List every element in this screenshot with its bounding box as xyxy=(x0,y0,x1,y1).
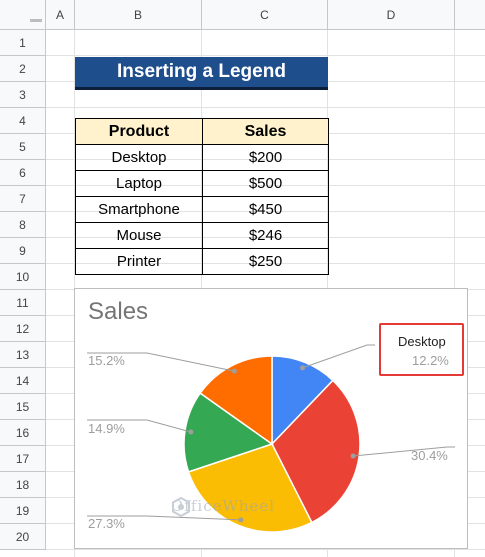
row-header[interactable]: 7 xyxy=(0,186,46,212)
sales-cell[interactable]: $200 xyxy=(202,144,329,171)
grid-line xyxy=(46,107,485,108)
column-header-e[interactable] xyxy=(455,0,485,30)
chart-title: Sales xyxy=(88,298,149,325)
header-product[interactable]: Product xyxy=(75,118,203,145)
product-cell[interactable]: Desktop xyxy=(75,144,203,171)
watermark-text: OfficeWheel xyxy=(171,497,276,515)
sales-cell[interactable]: $246 xyxy=(202,222,329,249)
row-header[interactable]: 2 xyxy=(0,56,46,82)
product-cell[interactable]: Mouse xyxy=(75,222,203,249)
header-sales[interactable]: Sales xyxy=(202,118,329,145)
pie-slice-mouse[interactable] xyxy=(183,392,274,473)
row-header[interactable]: 10 xyxy=(0,264,46,290)
watermark: OfficeWheel xyxy=(171,497,276,517)
pie-chart-svg xyxy=(87,344,455,533)
row-header[interactable]: 12 xyxy=(0,316,46,342)
sales-cell[interactable]: $250 xyxy=(202,248,329,275)
row-header[interactable]: 19 xyxy=(0,498,46,524)
product-cell[interactable]: Printer xyxy=(75,248,203,275)
row-header[interactable]: 16 xyxy=(0,420,46,446)
leader-line xyxy=(87,352,235,372)
leader-line xyxy=(87,515,241,521)
sales-table: Product Sales Desktop $200 Laptop $500 Sma… xyxy=(75,118,329,275)
corner-icon xyxy=(30,19,42,26)
column-header-d[interactable]: D xyxy=(328,0,455,30)
select-all-corner[interactable] xyxy=(0,0,46,30)
sales-cell[interactable]: $500 xyxy=(202,170,329,197)
leader-dot xyxy=(188,429,194,435)
slice-label-mouse: 14.9% xyxy=(88,421,125,436)
leader-line xyxy=(87,419,192,433)
row-header[interactable]: 11 xyxy=(0,290,46,316)
slice-label-laptop: 30.4% xyxy=(411,448,448,463)
sales-cell[interactable]: $450 xyxy=(202,196,329,223)
table-row: Printer $250 xyxy=(75,248,329,275)
leader-dot xyxy=(231,368,237,374)
row-header[interactable]: 6 xyxy=(0,160,46,186)
pie-slice-printer[interactable] xyxy=(199,355,273,446)
product-cell[interactable]: Smartphone xyxy=(75,196,203,223)
pie-slice-smartphone[interactable] xyxy=(187,443,313,533)
table-row: Mouse $246 xyxy=(75,222,329,249)
grid-line xyxy=(46,549,485,550)
leader-line xyxy=(353,446,455,457)
legend-highlight-box xyxy=(379,323,464,376)
row-header[interactable]: 15 xyxy=(0,394,46,420)
table-header-row: Product Sales xyxy=(75,118,329,145)
sheet-title-cell[interactable]: Inserting a Legend xyxy=(75,57,328,90)
leader-dot xyxy=(238,517,244,523)
row-header[interactable]: 4 xyxy=(0,108,46,134)
table-row: Laptop $500 xyxy=(75,170,329,197)
row-header[interactable]: 8 xyxy=(0,212,46,238)
row-header[interactable]: 13 xyxy=(0,342,46,368)
pie-chart[interactable]: Sales Desktop 12.2% 30.4% 27.3% 14.9% 15… xyxy=(74,288,468,549)
leader-dot xyxy=(300,365,306,371)
slice-label-name-desktop: Desktop xyxy=(398,334,446,349)
table-row: Smartphone $450 xyxy=(75,196,329,223)
product-cell[interactable]: Laptop xyxy=(75,170,203,197)
column-header-c[interactable]: C xyxy=(202,0,328,30)
leader-line xyxy=(302,344,375,369)
row-header[interactable]: 1 xyxy=(0,30,46,56)
row-header[interactable]: 20 xyxy=(0,524,46,550)
row-header[interactable]: 9 xyxy=(0,238,46,264)
pie-slice-desktop[interactable] xyxy=(271,355,334,446)
row-header[interactable]: 3 xyxy=(0,82,46,108)
slice-label-smartphone: 27.3% xyxy=(88,516,125,531)
row-header[interactable]: 17 xyxy=(0,446,46,472)
row-header[interactable]: 5 xyxy=(0,134,46,160)
row-header[interactable]: 14 xyxy=(0,368,46,394)
table-row: Desktop $200 xyxy=(75,144,329,171)
row-header[interactable]: 18 xyxy=(0,472,46,498)
slice-label-desktop: 12.2% xyxy=(412,353,449,368)
column-header-b[interactable]: B xyxy=(75,0,202,30)
officewheel-logo-icon xyxy=(172,497,190,517)
column-header-a[interactable]: A xyxy=(46,0,75,30)
slice-label-printer: 15.2% xyxy=(88,353,125,368)
grid-line xyxy=(46,55,485,56)
leader-dot xyxy=(350,453,356,459)
